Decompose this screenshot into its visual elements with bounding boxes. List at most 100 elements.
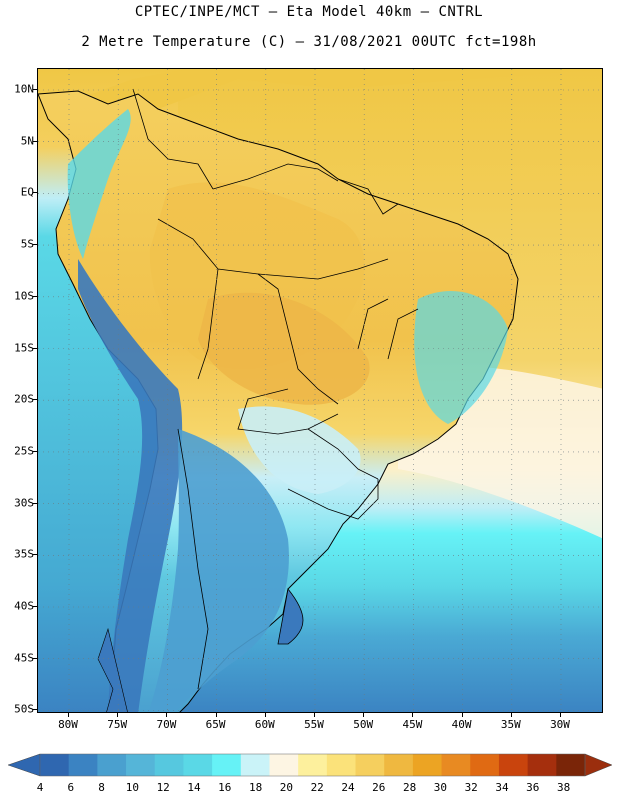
y-tick-label: 20S [14, 392, 34, 406]
x-tick-label: 55W [304, 718, 324, 731]
northern-andes-cool-band [67, 109, 131, 259]
x-tick-mark [412, 713, 414, 717]
colorbar-segment [527, 754, 557, 776]
colorbar-segment [212, 754, 242, 776]
colorbar-segment [183, 754, 213, 776]
x-tick-mark [166, 713, 168, 717]
rio-de-la-plata [277, 588, 304, 645]
colorbar-level-label: 12 [156, 781, 170, 794]
x-tick-mark [461, 713, 463, 717]
colorbar-level-label: 8 [98, 781, 105, 794]
country-borders [132, 88, 419, 690]
patagonia-cool-area [148, 429, 289, 712]
chile-coast-islands [97, 627, 128, 712]
colorbar-segment [97, 754, 127, 776]
y-tick-label: 5S [20, 237, 34, 251]
y-tick-label: 45S [14, 651, 34, 665]
y-tick-label: 50S [14, 702, 34, 716]
y-tick-label: 10N [14, 82, 34, 96]
colorbar-segment [154, 754, 184, 776]
colorbar-segment [470, 754, 500, 776]
colorbar-segment [40, 754, 70, 776]
colorbar-segment [441, 754, 471, 776]
colorbar-level-label: 20 [279, 781, 294, 794]
colorbar-segment [355, 754, 385, 776]
y-tick-mark [33, 606, 37, 607]
colorbar-svg [7, 753, 613, 777]
y-tick-mark [33, 244, 37, 246]
colorbar-level-label: 32 [464, 781, 478, 794]
colorbar-segment [326, 754, 357, 776]
y-tick-mark [33, 399, 37, 401]
colorbar-level-label: 26 [372, 781, 386, 794]
y-tick-label: EQ [20, 185, 34, 199]
colorbar-level-label: 22 [310, 781, 324, 794]
colorbar-high-arrow [584, 753, 613, 777]
colorbar-segment [412, 754, 443, 776]
colorbar-level-label: 34 [495, 781, 509, 794]
y-tick-mark [33, 192, 37, 194]
colorbar-segment [556, 754, 586, 776]
x-tick-mark [117, 713, 119, 717]
colorbar-segment [384, 754, 414, 776]
y-tick-mark [33, 140, 37, 142]
y-tick-mark [33, 450, 37, 452]
colorbar-segment [126, 754, 156, 776]
colorbar-level-label: 38 [556, 781, 571, 794]
x-tick-mark [560, 713, 561, 717]
y-tick-mark [33, 709, 37, 711]
temperature-map [37, 68, 603, 713]
x-tick-mark [314, 713, 315, 717]
y-tick-label: 15S [14, 341, 34, 354]
colorbar-level-label: 16 [218, 781, 232, 794]
colorbar-level-label: 36 [526, 781, 540, 794]
y-tick-label: 30S [14, 496, 34, 510]
colorbar-level-label: 24 [341, 781, 355, 794]
x-tick-label: 50W [353, 718, 374, 731]
colorbar-segment [498, 754, 529, 776]
y-tick-mark [33, 657, 37, 659]
x-tick-label: 30W [550, 718, 570, 731]
south-brazil-mild-area [238, 406, 361, 494]
colorbar-level-label: 18 [248, 781, 263, 794]
x-tick-label: 75W [107, 718, 128, 731]
andes-cold-band [78, 259, 183, 712]
colorbar-segment [298, 754, 328, 776]
colorbar-level-label: 6 [67, 781, 75, 794]
map-canvas [38, 69, 602, 712]
x-tick-label: 45W [402, 718, 423, 731]
colorbar-level-label: 30 [433, 781, 448, 794]
colorbar-low-arrow [7, 753, 41, 777]
x-tick-label: 40W [451, 718, 472, 731]
colorbar-segment [68, 754, 98, 776]
colorbar-segment [269, 754, 299, 776]
x-tick-label: 70W [156, 718, 177, 731]
x-tick-mark [510, 713, 512, 717]
x-tick-label: 65W [205, 718, 226, 731]
x-tick-label: 35W [500, 718, 521, 731]
y-tick-label: 35S [14, 547, 34, 561]
y-tick-label: 40S [14, 599, 34, 613]
y-tick-label: 25S [14, 444, 34, 458]
colorbar-outline [39, 753, 586, 777]
y-tick-mark [33, 554, 37, 556]
y-tick-label: 5N [20, 134, 34, 148]
chart-title-line-1: CPTEC/INPE/MCT – Eta Model 40km – CNTRL [134, 4, 484, 20]
x-tick-mark [215, 713, 217, 717]
y-tick-label: 10S [14, 289, 34, 303]
x-tick-label: 80W [58, 718, 78, 731]
colorbar-level-label: 28 [402, 781, 417, 794]
x-tick-mark [68, 713, 69, 717]
northeast-cool-area [414, 290, 508, 424]
colorbar-segment [240, 754, 270, 776]
y-tick-mark [33, 347, 37, 349]
colorbar-level-label: 14 [187, 781, 201, 794]
caribbean-sea [78, 69, 602, 109]
x-tick-mark [363, 713, 365, 717]
x-tick-mark [264, 713, 266, 717]
chart-title-line-2: 2 Metre Temperature (C) – 31/08/2021 00U… [81, 34, 537, 50]
x-tick-label: 60W [254, 718, 275, 731]
colorbar-level-label: 4 [36, 781, 44, 794]
y-tick-mark [33, 89, 37, 90]
colorbar [0, 740, 618, 800]
